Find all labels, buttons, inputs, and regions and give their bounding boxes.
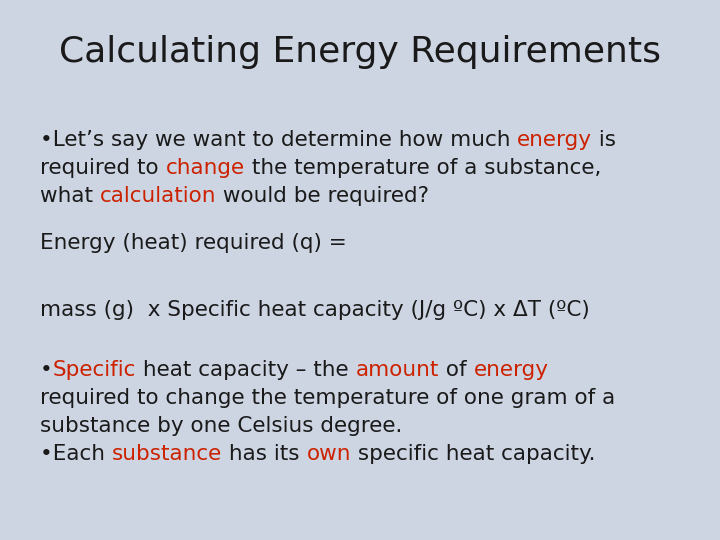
Text: calculation: calculation bbox=[100, 186, 217, 206]
Text: •: • bbox=[40, 360, 53, 380]
Text: change: change bbox=[166, 158, 245, 178]
Text: substance: substance bbox=[112, 444, 222, 464]
Text: required to: required to bbox=[40, 158, 166, 178]
Text: •Each: •Each bbox=[40, 444, 112, 464]
Text: own: own bbox=[307, 444, 351, 464]
Text: energy: energy bbox=[474, 360, 549, 380]
Text: the temperature of a substance,: the temperature of a substance, bbox=[245, 158, 601, 178]
Text: amount: amount bbox=[356, 360, 439, 380]
Text: mass (g)  x Specific heat capacity (J/g ºC) x ΔT (ºC): mass (g) x Specific heat capacity (J/g º… bbox=[40, 300, 590, 320]
Text: energy: energy bbox=[518, 130, 593, 150]
Text: required to change the temperature of one gram of a: required to change the temperature of on… bbox=[40, 388, 616, 408]
Text: of: of bbox=[439, 360, 474, 380]
Text: what: what bbox=[40, 186, 100, 206]
Text: has its: has its bbox=[222, 444, 307, 464]
Text: Energy (heat) required (q) =: Energy (heat) required (q) = bbox=[40, 233, 347, 253]
Text: •Let’s say we want to determine how much: •Let’s say we want to determine how much bbox=[40, 130, 518, 150]
Text: heat capacity – the: heat capacity – the bbox=[136, 360, 356, 380]
Text: Calculating Energy Requirements: Calculating Energy Requirements bbox=[59, 35, 661, 69]
Text: is: is bbox=[593, 130, 616, 150]
Text: Specific: Specific bbox=[53, 360, 136, 380]
Text: would be required?: would be required? bbox=[217, 186, 429, 206]
Text: specific heat capacity.: specific heat capacity. bbox=[351, 444, 595, 464]
Text: substance by one Celsius degree.: substance by one Celsius degree. bbox=[40, 416, 402, 436]
